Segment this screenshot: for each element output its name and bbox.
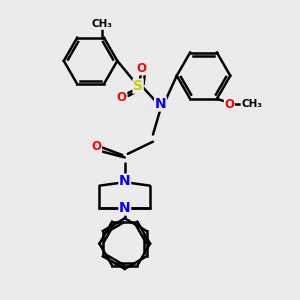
Text: O: O [92,140,101,153]
Text: O: O [136,62,146,75]
Text: O: O [224,98,234,111]
Text: CH₃: CH₃ [241,99,262,109]
Text: S: S [133,79,143,93]
Text: O: O [117,91,127,104]
Text: N: N [119,201,130,215]
Text: N: N [154,97,166,111]
Text: N: N [119,174,130,188]
Text: CH₃: CH₃ [92,19,113,29]
